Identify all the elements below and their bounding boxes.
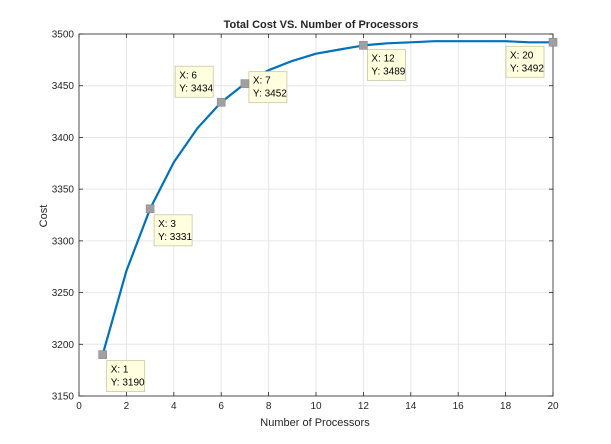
x-tick-label: 16	[453, 401, 465, 412]
y-tick-label: 3200	[52, 340, 75, 351]
datatip-y-text: Y: 3489	[371, 66, 405, 77]
datatip-marker[interactable]	[98, 350, 107, 359]
datatip-y-text: Y: 3331	[158, 232, 192, 243]
datatip-x-text: X: 20	[510, 50, 534, 61]
datatip-x-text: X: 3	[158, 219, 176, 230]
x-tick-label: 18	[500, 401, 512, 412]
x-tick-label: 4	[171, 401, 177, 412]
x-tick-label: 20	[547, 401, 559, 412]
y-tick-label: 3500	[52, 30, 75, 41]
datatip-x-text: X: 7	[253, 76, 271, 87]
datatip-x-text: X: 1	[111, 365, 129, 376]
datatip-box	[153, 214, 193, 247]
datatip-box	[505, 45, 545, 78]
tick-layer: 0 2 4 6 8 10 12 14 16 18 20 3150 3200 3250 3300 3350 340…	[52, 30, 559, 413]
y-tick-label: 3250	[52, 288, 75, 299]
y-tick-label: 3300	[52, 236, 75, 247]
cost-line	[101, 40, 553, 355]
datatip-x-text: X: 6	[179, 70, 197, 81]
datatip-marker[interactable]	[216, 97, 226, 107]
chart-title: Total Cost VS. Number of Processors	[224, 19, 419, 31]
x-tick-label: 8	[266, 401, 272, 412]
x-tick-label: 6	[218, 401, 224, 412]
datatip-box	[366, 48, 406, 81]
datatip-box	[106, 360, 146, 393]
x-tick-label: 14	[405, 401, 417, 412]
datatip-y-text: Y: 3434	[179, 83, 213, 94]
y-tick-label: 3150	[52, 392, 75, 403]
x-tick-label: 10	[310, 401, 322, 412]
datatip-y-text: Y: 3452	[253, 89, 287, 100]
series-layer	[101, 40, 553, 355]
y-tick-label: 3400	[52, 133, 75, 144]
datatip-y-text: Y: 3190	[111, 378, 145, 389]
y-axis-label: Cost	[38, 205, 50, 228]
datatip-box	[174, 65, 214, 98]
datatip-layer: X: 1 Y: 3190 X: 3 Y: 3331 X: 6 Y: 3434 X: 7 Y: …	[98, 37, 558, 393]
x-tick-label: 0	[76, 401, 82, 412]
x-tick-label: 2	[124, 401, 130, 412]
datatip-y-text: Y: 3492	[510, 63, 544, 74]
y-tick-label: 3450	[52, 81, 75, 92]
datatip-x-text: X: 12	[371, 53, 395, 64]
datatip-marker[interactable]	[548, 37, 558, 47]
datatip-marker[interactable]	[145, 204, 155, 214]
datatip-marker[interactable]	[240, 79, 250, 88]
y-tick-label: 3350	[52, 185, 75, 196]
datatip-marker[interactable]	[359, 41, 368, 50]
x-axis-label: Number of Processors	[260, 417, 370, 429]
x-tick-label: 12	[358, 401, 370, 412]
